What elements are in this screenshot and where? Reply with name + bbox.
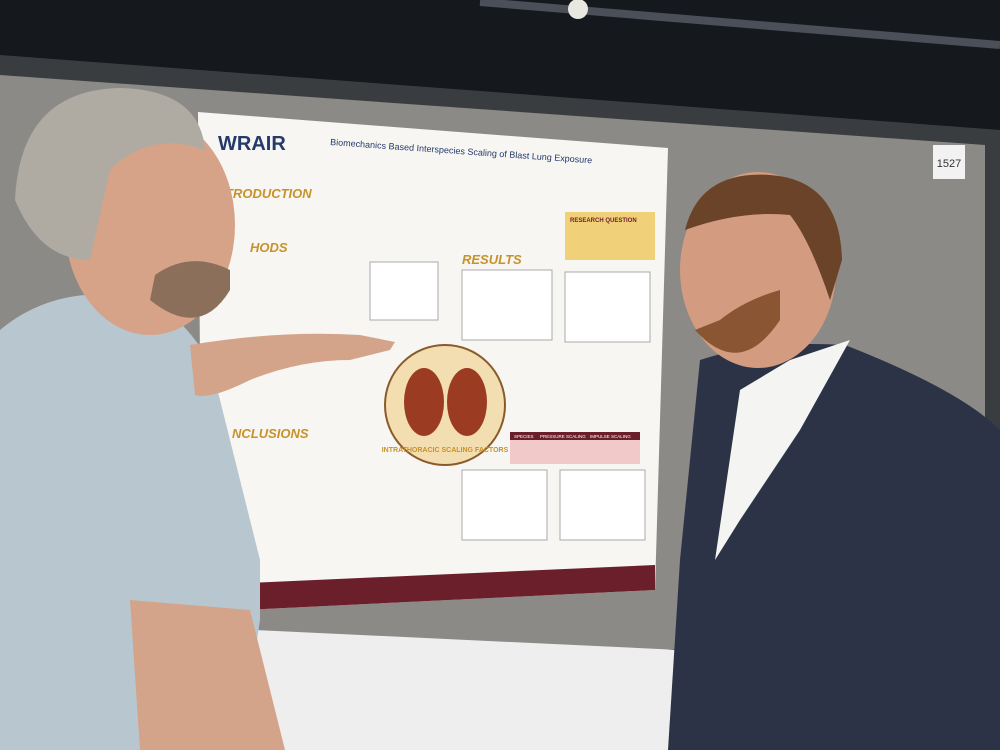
plot: [461, 469, 548, 541]
question-box: [565, 212, 655, 260]
poster-footer: [202, 565, 655, 612]
ceiling-beam: [479, 0, 1000, 49]
left-person-beard: [150, 261, 230, 318]
figure-label: INTRATHORACIC SCALING FACTORS: [382, 447, 509, 454]
lung: [447, 368, 487, 436]
ceiling-light: [568, 0, 588, 19]
left-person-arm: [190, 333, 395, 396]
poster-logo: WRAIR: [218, 133, 286, 155]
section-heading: TRODUCTION: [225, 186, 312, 201]
plot: [461, 269, 553, 341]
table-header: SPECIES: [514, 434, 534, 439]
right-person-beard: [695, 290, 780, 353]
section-heading: RESULTS: [462, 252, 522, 267]
plot: [369, 261, 439, 321]
section-heading: NCLUSIONS: [232, 426, 309, 441]
table-header-row: [510, 432, 640, 440]
left-person-arm: [130, 600, 285, 750]
right-person-shirt: [715, 340, 850, 560]
section-heading: HODS: [250, 240, 288, 255]
table-header: PRESSURE SCALING: [540, 434, 586, 439]
lung: [404, 368, 444, 436]
table-header: IMPULSE SCALING: [590, 434, 631, 439]
table: [255, 630, 680, 750]
left-person-hair: [15, 88, 205, 260]
plot: [559, 469, 646, 541]
plot: [564, 271, 651, 343]
booth-number: 1527: [937, 158, 961, 170]
question-heading: RESEARCH QUESTION: [570, 218, 637, 224]
booth-tag: [933, 145, 965, 179]
right-person-hair: [685, 174, 842, 300]
